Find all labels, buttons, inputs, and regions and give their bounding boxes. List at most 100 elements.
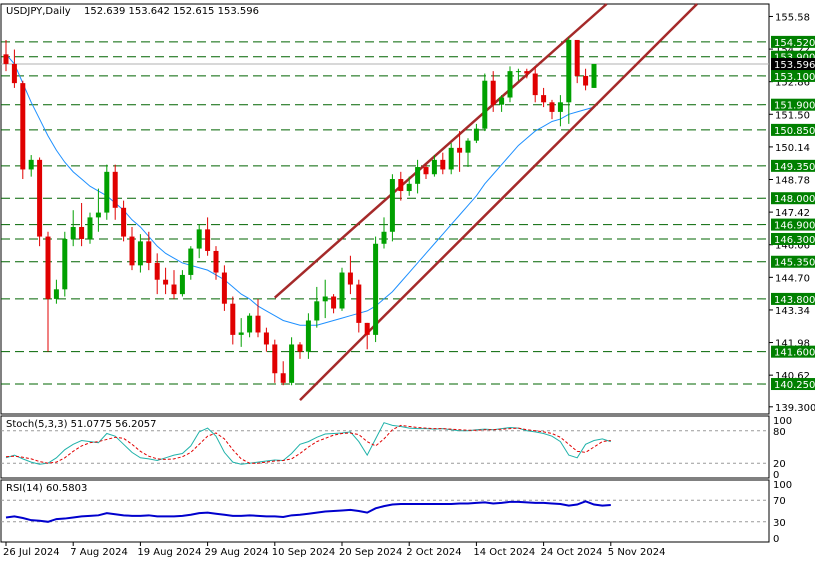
level-tag — [771, 35, 815, 48]
price-tick-label: 143.34 — [775, 306, 810, 317]
level-tag — [771, 292, 815, 305]
pane-tick-label: 0 — [773, 470, 779, 481]
level-tag-text: 146.900 — [774, 221, 815, 232]
candle-body — [146, 241, 152, 263]
candle — [263, 327, 269, 352]
candle-body — [591, 63, 597, 88]
price-tick-label: 144.70 — [775, 273, 810, 284]
candle — [389, 174, 395, 242]
candle — [137, 234, 143, 273]
candle — [238, 318, 244, 347]
time-tick-label: 5 Nov 2024 — [608, 547, 666, 558]
time-tick-label: 29 Aug 2024 — [205, 547, 269, 558]
pane-series-line — [5, 422, 611, 465]
candle — [423, 164, 429, 180]
level-labels: 154.520153.900153.100151.900150.850149.3… — [771, 35, 815, 391]
candle-body — [398, 179, 404, 192]
price-tick-label: 154.22 — [775, 45, 810, 56]
candle — [11, 49, 17, 88]
candle-body — [482, 80, 488, 129]
pane-series-line — [5, 424, 611, 464]
candle-body — [415, 167, 421, 184]
candle-body — [541, 95, 547, 103]
candle-body — [423, 167, 429, 175]
candle — [112, 164, 118, 220]
candle-body — [272, 344, 278, 374]
candle-body — [129, 236, 135, 266]
candle — [373, 236, 379, 343]
candle-body — [532, 73, 538, 96]
level-tag — [771, 232, 815, 245]
price-tick-label: 141.98 — [775, 339, 810, 350]
candle-body — [79, 226, 85, 239]
level-tag-text: 140.250 — [774, 380, 815, 391]
stoch-title: Stoch(5,3,3) 51.0775 56.2057 — [6, 419, 157, 430]
candle-body — [507, 71, 513, 98]
candle-body — [20, 83, 26, 170]
candle-body — [381, 231, 387, 244]
level-tag — [771, 378, 815, 391]
pane-tick-label: 30 — [773, 518, 786, 529]
candle-body — [28, 159, 34, 170]
time-tick-label: 14 Oct 2024 — [473, 547, 535, 558]
candle-body — [263, 332, 269, 345]
time-tick-label: 24 Oct 2024 — [541, 547, 603, 558]
rsi-title: RSI(14) 60.5803 — [6, 483, 87, 494]
level-tag — [771, 192, 815, 205]
candle-body — [339, 272, 345, 309]
candle-body — [331, 296, 337, 309]
candle-body — [62, 238, 68, 290]
candle-body — [465, 140, 471, 153]
level-tag-text: 143.800 — [774, 295, 815, 306]
candle-body — [205, 229, 211, 251]
candle — [473, 123, 479, 144]
price-tick-label: 147.42 — [775, 208, 810, 219]
level-tag — [771, 255, 815, 268]
candle — [179, 270, 185, 297]
candle-body — [566, 39, 572, 103]
candle-body — [3, 54, 9, 64]
candle — [356, 279, 362, 333]
candle-body — [314, 301, 320, 321]
candle — [515, 68, 521, 81]
candle — [230, 296, 236, 345]
pane-tick-label: 100 — [773, 416, 792, 427]
level-tag-text: 141.600 — [774, 348, 815, 359]
candle — [121, 200, 127, 242]
candle — [557, 95, 563, 127]
level-tag-text: 149.350 — [774, 162, 815, 173]
time-tick-label: 10 Sep 2024 — [272, 547, 335, 558]
candle-body — [364, 322, 370, 335]
candle-body — [87, 217, 93, 239]
candle-body — [557, 102, 563, 112]
candle-body — [238, 332, 244, 335]
candle — [129, 226, 135, 271]
pane-tick-label: 80 — [773, 427, 786, 438]
candle-body — [11, 63, 17, 84]
candle-body — [406, 183, 412, 192]
candle-body — [549, 102, 555, 112]
candle — [406, 176, 412, 196]
candle — [532, 66, 538, 103]
level-tag — [771, 98, 815, 111]
symbol-header: USDJPY,Daily — [6, 6, 71, 17]
candle — [104, 164, 110, 220]
candle-body — [297, 344, 303, 352]
candle-body — [473, 128, 479, 141]
level-tag — [771, 218, 815, 231]
pane-tick-label: 100 — [773, 480, 792, 491]
candle — [45, 231, 51, 352]
level-tag-text: 151.900 — [774, 101, 815, 112]
candle-body — [179, 274, 185, 295]
candle-body — [247, 315, 253, 333]
candle — [95, 188, 101, 232]
candlesticks — [3, 37, 597, 386]
candle-body — [137, 241, 143, 266]
candle-body — [171, 284, 177, 295]
candle-body — [104, 171, 110, 213]
candle-body — [213, 250, 219, 273]
candle-body — [524, 71, 530, 74]
candle — [490, 71, 496, 112]
